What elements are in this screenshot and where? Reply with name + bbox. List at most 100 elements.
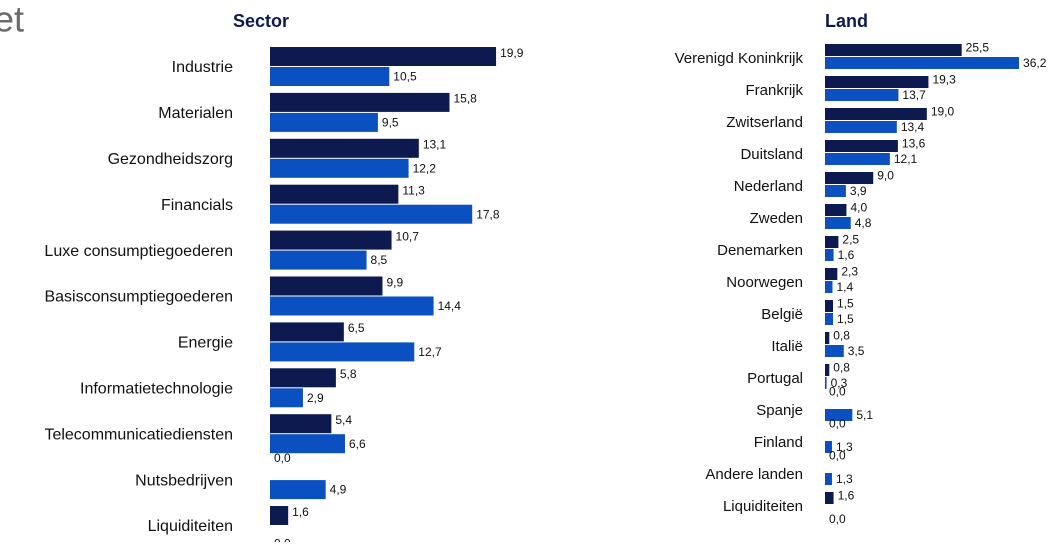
- bar: [270, 138, 419, 158]
- value-label: 13,7: [902, 88, 926, 102]
- bar: [270, 322, 344, 342]
- bar: [825, 313, 834, 325]
- bar: [825, 108, 927, 120]
- bar: [825, 121, 897, 133]
- value-label: 0,8: [833, 328, 850, 342]
- value-label: 5,8: [340, 367, 357, 381]
- category-label: Italië: [771, 338, 803, 355]
- value-label: 0,3: [831, 376, 848, 390]
- value-label: 0,0: [274, 451, 291, 465]
- category-label: Zwitserland: [726, 114, 803, 131]
- category-label: Nutsbedrijven: [135, 472, 233, 489]
- value-label: 3,5: [848, 344, 865, 358]
- category-label: Finland: [754, 434, 803, 451]
- value-label: 19,0: [931, 104, 955, 118]
- bar: [825, 172, 874, 184]
- value-label: 10,5: [393, 70, 417, 84]
- value-label: 1,3: [836, 472, 853, 486]
- bar: [825, 89, 899, 101]
- value-label: 4,0: [850, 200, 867, 214]
- chart-title: Sector: [233, 11, 289, 31]
- value-label: 11,3: [402, 184, 425, 198]
- bar: [825, 473, 832, 485]
- bar: [825, 249, 834, 261]
- bar: [270, 158, 409, 178]
- chart-title: Land: [825, 11, 868, 31]
- category-label: België: [761, 306, 803, 323]
- bar: [825, 281, 833, 293]
- bar: [825, 332, 830, 344]
- category-label: Spanje: [756, 402, 803, 419]
- bar: [270, 92, 450, 112]
- value-label: 19,9: [500, 46, 524, 60]
- bar: [270, 250, 367, 270]
- value-label: 1,5: [837, 312, 854, 326]
- value-label: 14,4: [438, 299, 462, 313]
- category-label: Informatietechnologie: [80, 381, 233, 398]
- value-label: 3,9: [850, 184, 867, 198]
- value-label: 2,5: [842, 232, 859, 246]
- bar: [825, 409, 853, 421]
- value-label: 13,1: [423, 138, 447, 152]
- bar: [825, 140, 898, 152]
- value-label: 9,5: [382, 116, 399, 130]
- value-label: 2,9: [307, 391, 324, 405]
- value-label: 0,0: [829, 448, 846, 462]
- bar: [270, 368, 336, 388]
- bar: [270, 184, 399, 204]
- value-label: 12,7: [418, 345, 442, 359]
- value-label: 1,6: [838, 248, 855, 262]
- value-label: 0,0: [274, 537, 291, 542]
- category-label: Basisconsumptiegoederen: [44, 289, 233, 306]
- category-label: Portugal: [747, 370, 803, 387]
- bar: [825, 204, 847, 216]
- category-label: Gezondheidszorg: [108, 151, 233, 168]
- value-label: 1,4: [837, 280, 854, 294]
- bar: [270, 480, 326, 500]
- category-label: Nederland: [734, 178, 803, 195]
- value-label: 1,6: [838, 488, 855, 502]
- value-label: 6,5: [348, 321, 365, 335]
- bar: [270, 414, 332, 434]
- bar: [270, 434, 345, 454]
- value-label: 1,3: [836, 440, 853, 454]
- value-label: 4,9: [330, 483, 347, 497]
- value-label: 10,7: [396, 229, 420, 243]
- category-label: Liquiditeiten: [148, 518, 233, 535]
- category-label: Luxe consumptiegoederen: [44, 243, 233, 260]
- bar: [270, 67, 390, 86]
- value-label: 13,4: [901, 120, 925, 134]
- value-label: 25,5: [966, 40, 990, 54]
- bar: [825, 345, 844, 357]
- value-label: 9,0: [877, 168, 894, 182]
- category-label: Noorwegen: [726, 274, 803, 291]
- bar: [270, 47, 497, 66]
- bar: [825, 185, 846, 197]
- value-label: 6,6: [349, 437, 366, 451]
- value-label: 5,4: [335, 413, 352, 427]
- category-label: Materialen: [158, 105, 233, 122]
- value-label: 0,0: [829, 416, 846, 430]
- value-label: 0,8: [833, 360, 850, 374]
- value-label: 2,3: [841, 264, 858, 278]
- category-label: Frankrijk: [745, 82, 803, 99]
- category-label: Andere landen: [705, 466, 803, 483]
- bar: [270, 342, 415, 362]
- bar: [825, 76, 929, 88]
- bar: [270, 112, 378, 132]
- page-title: et: [0, 0, 24, 40]
- bar: [270, 230, 392, 250]
- bar: [825, 153, 890, 165]
- bar: [270, 204, 473, 224]
- bar: [825, 441, 832, 453]
- value-label: 1,5: [837, 296, 854, 310]
- value-label: 36,2: [1023, 56, 1047, 70]
- bar: [825, 268, 838, 280]
- value-label: 0,0: [829, 384, 846, 398]
- bar: [270, 296, 434, 316]
- value-label: 0,0: [829, 512, 846, 526]
- category-label: Telecommunicatiediensten: [44, 426, 233, 443]
- value-label: 13,6: [902, 136, 926, 150]
